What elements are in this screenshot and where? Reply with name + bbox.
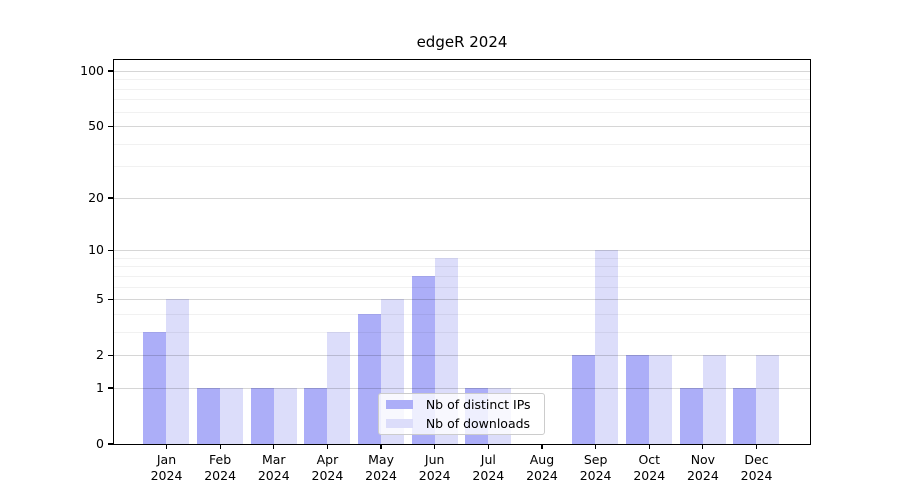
xtick-mark-sep — [595, 445, 597, 449]
xtick-label-dec: Dec 2024 — [740, 452, 773, 483]
bar-distinct-ips-feb — [196, 387, 220, 444]
gridline-major-5 — [113, 299, 810, 300]
ytick-label-5: 5 — [96, 291, 104, 307]
xtick-label-feb: Feb 2024 — [204, 452, 237, 483]
gridline-major-100 — [113, 70, 810, 72]
legend-swatch-distinct-ips — [385, 399, 413, 409]
ytick-mark-5 — [108, 298, 113, 300]
ytick-label-20: 20 — [88, 190, 104, 205]
xtick-mark-may — [380, 445, 382, 449]
ytick-mark-2 — [108, 354, 113, 356]
xtick-label-aug: Aug 2024 — [526, 452, 558, 483]
bar-downloads-jan — [166, 299, 190, 444]
bar-distinct-ips-oct — [626, 355, 650, 444]
xtick-mark-feb — [219, 445, 221, 449]
gridline-minor-30 — [113, 166, 810, 168]
legend-label-distinct-ips: Nb of distinct IPs — [425, 396, 531, 412]
gridline-major-20 — [113, 197, 810, 199]
ytick-mark-1 — [108, 387, 113, 389]
gridline-major-50 — [113, 126, 810, 128]
bar-downloads-apr — [327, 331, 351, 444]
xtick-mark-jan — [165, 445, 168, 449]
xtick-label-oct: Oct 2024 — [633, 452, 666, 483]
ytick-mark-50 — [108, 125, 113, 127]
gridline-major-10 — [113, 250, 810, 252]
gridline-minor-90 — [113, 79, 810, 81]
ytick-label-2: 2 — [96, 347, 104, 363]
ytick-mark-0 — [108, 443, 113, 445]
ytick-mark-100 — [108, 70, 113, 72]
legend-swatch-downloads — [385, 418, 413, 428]
xtick-label-jul: Jul 2024 — [472, 452, 505, 483]
bar-downloads-sep — [595, 250, 619, 444]
xtick-mark-jun — [434, 445, 436, 449]
bar-downloads-dec — [756, 355, 780, 444]
gridline-minor-9 — [113, 257, 810, 259]
bar-downloads-mar — [273, 387, 297, 444]
legend-item-distinct-ips: Nb of distinct IPs — [385, 396, 537, 412]
bar-distinct-ips-may — [357, 313, 381, 444]
xtick-mark-aug — [541, 445, 543, 449]
xtick-label-jun: Jun 2024 — [418, 452, 451, 483]
ytick-mark-20 — [108, 197, 113, 199]
ytick-mark-10 — [108, 249, 113, 251]
gridline-minor-4 — [113, 313, 810, 315]
bar-distinct-ips-dec — [733, 387, 757, 444]
bar-distinct-ips-nov — [679, 387, 703, 444]
xtick-label-nov: Nov 2024 — [686, 452, 719, 483]
gridline-minor-6 — [113, 286, 810, 288]
xtick-label-sep: Sep 2024 — [579, 452, 612, 483]
xtick-mark-dec — [755, 445, 758, 449]
gridline-minor-80 — [113, 88, 810, 90]
ytick-label-0: 0 — [96, 436, 104, 451]
legend-item-downloads: Nb of downloads — [385, 415, 537, 431]
ytick-label-50: 50 — [88, 118, 104, 134]
xtick-label-jan: Jan 2024 — [150, 452, 183, 483]
bar-distinct-ips-mar — [250, 387, 274, 444]
bar-distinct-ips-jan — [143, 331, 167, 444]
gridline-minor-7 — [113, 275, 810, 277]
ytick-label-10: 10 — [88, 242, 104, 258]
bar-downloads-feb — [219, 387, 243, 444]
legend-label-downloads: Nb of downloads — [425, 415, 531, 431]
bar-distinct-ips-sep — [572, 355, 596, 444]
xtick-mark-apr — [326, 445, 328, 449]
xtick-mark-jul — [487, 445, 489, 449]
bar-distinct-ips-apr — [304, 387, 328, 444]
xtick-mark-mar — [273, 445, 275, 449]
gridline-minor-3 — [113, 331, 810, 333]
gridline-minor-60 — [113, 111, 810, 113]
gridline-minor-8 — [113, 266, 810, 268]
xtick-label-apr: Apr 2024 — [311, 452, 344, 483]
xtick-mark-oct — [648, 445, 650, 449]
gridline-major-2 — [113, 355, 810, 356]
xtick-mark-nov — [702, 445, 704, 449]
bar-downloads-nov — [702, 355, 726, 444]
ytick-label-100: 100 — [80, 63, 104, 79]
legend: Nb of distinct IPs Nb of downloads — [377, 392, 545, 435]
plot-area: Nb of distinct IPs Nb of downloads — [112, 58, 811, 445]
ytick-label-1: 1 — [96, 379, 104, 395]
gridline-major-1 — [113, 387, 810, 389]
gridline-minor-40 — [113, 143, 810, 145]
chart-title: edgeR 2024 — [416, 33, 508, 51]
gridline-minor-70 — [113, 99, 810, 101]
xtick-label-mar: Mar 2024 — [257, 452, 290, 483]
xtick-label-may: May 2024 — [365, 452, 397, 483]
bar-downloads-oct — [649, 355, 673, 444]
